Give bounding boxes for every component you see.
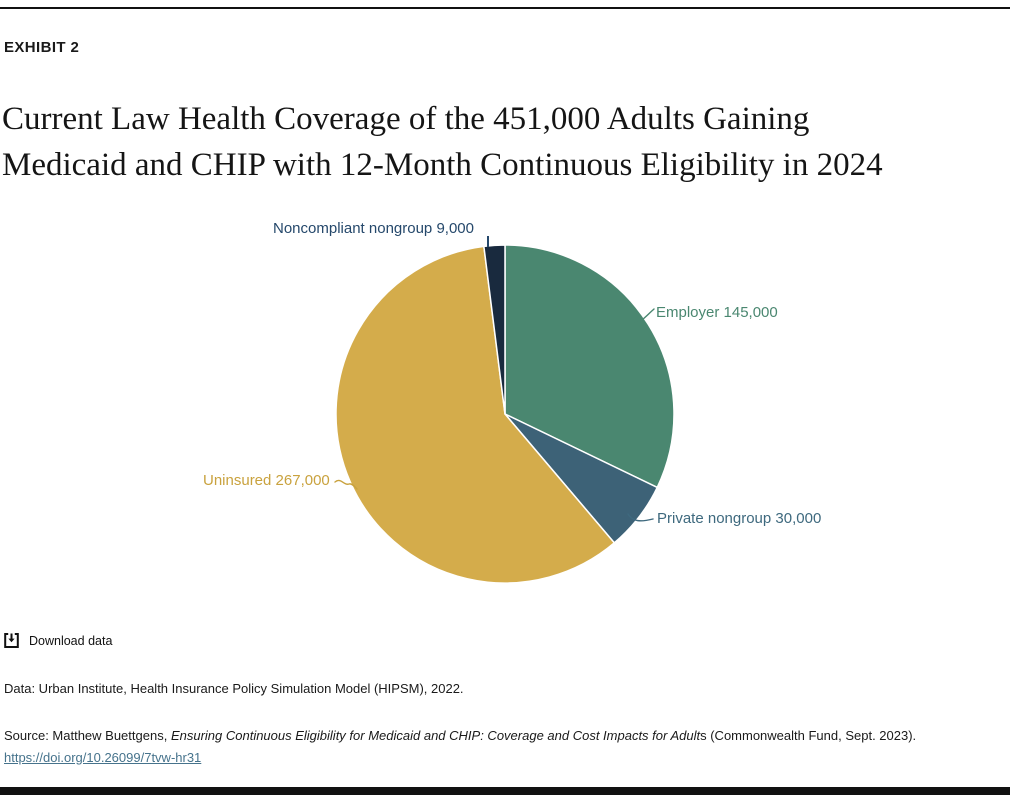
- source-note: Source: Matthew Buettgens, Ensuring Cont…: [4, 726, 1004, 768]
- pie-label-noncompliant-nongroup: Noncompliant nongroup 9,000: [273, 220, 474, 237]
- source-suffix: s (Commonwealth Fund, Sept. 2023).: [700, 728, 917, 743]
- pie-label-employer: Employer 145,000: [656, 304, 778, 321]
- source-doi-link[interactable]: https://doi.org/10.26099/7tvw-hr31: [4, 750, 202, 765]
- pie-slice-noncompliant-nongroup[interactable]: [483, 244, 506, 415]
- pie-label-private-nongroup: Private nongroup 30,000: [657, 510, 822, 527]
- top-rule: [0, 7, 1010, 9]
- bottom-rule: [0, 787, 1010, 795]
- page-title-line2: Medicaid and CHIP with 12-Month Continuo…: [2, 147, 883, 183]
- pie-label-uninsured: Uninsured 267,000: [203, 472, 330, 489]
- leader-line-uninsured: [334, 476, 358, 492]
- leader-line-private-nongroup: [627, 512, 655, 526]
- download-label: Download data: [29, 633, 113, 648]
- leader-line-noncompliant-nongroup: [487, 236, 489, 247]
- source-prefix: Source: Matthew Buettgens,: [4, 728, 171, 743]
- leader-line-employer: [634, 306, 656, 324]
- page-title: Current Law Health Coverage of the 451,0…: [2, 96, 883, 188]
- page-title-line1: Current Law Health Coverage of the 451,0…: [2, 101, 810, 137]
- pie-chart-svg: [335, 244, 675, 584]
- exhibit-label: EXHIBIT 2: [4, 39, 80, 56]
- download-icon: [3, 632, 20, 649]
- pie-slice-employer[interactable]: [504, 244, 675, 489]
- pie-chart: Noncompliant nongroup 9,000 Employer 145…: [0, 210, 1010, 630]
- data-note: Data: Urban Institute, Health Insurance …: [4, 681, 464, 696]
- download-data-button[interactable]: Download data: [3, 632, 112, 649]
- source-title-italic: Ensuring Continuous Eligibility for Medi…: [170, 728, 701, 743]
- pie-slice-uninsured[interactable]: [335, 245, 616, 584]
